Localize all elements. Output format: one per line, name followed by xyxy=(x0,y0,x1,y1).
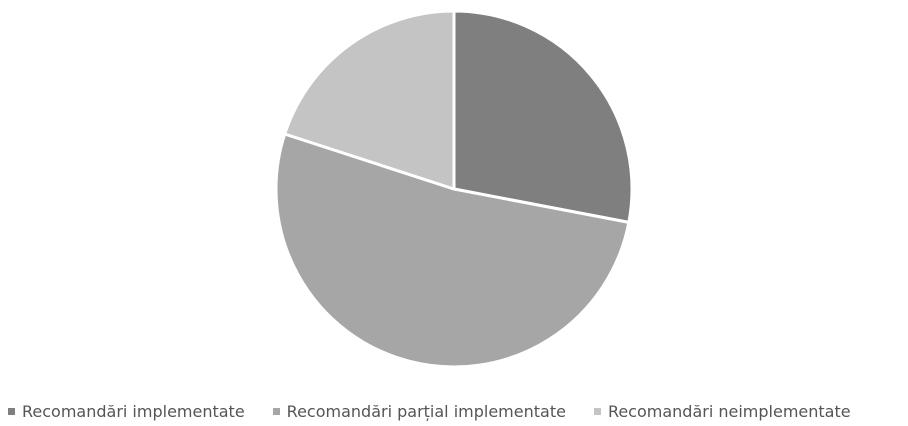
legend-label-implemented: Recomandări implementate xyxy=(22,401,245,421)
legend-label-partially-implemented: Recomandări parțial implementate xyxy=(286,401,566,421)
legend-item-implemented: Recomandări implementate xyxy=(8,402,245,421)
legend-item-not-implemented: Recomandări neimplementate xyxy=(593,401,851,421)
pie-slice-partially-implemented xyxy=(274,132,631,369)
legend-swatch-not-implemented xyxy=(593,407,601,415)
pie-slices xyxy=(274,9,634,369)
legend-swatch-partially-implemented xyxy=(272,407,280,415)
legend-swatch-implemented xyxy=(8,407,15,415)
legend: Recomandări implementate Recomandări par… xyxy=(8,398,851,424)
legend-label-not-implemented: Recomandări neimplementate xyxy=(607,401,851,421)
pie-chart xyxy=(274,9,634,369)
legend-item-partially-implemented: Recomandări parțial implementate xyxy=(272,401,566,421)
pie-slice-not-implemented xyxy=(283,9,456,191)
pie-slice-implemented xyxy=(452,9,634,224)
